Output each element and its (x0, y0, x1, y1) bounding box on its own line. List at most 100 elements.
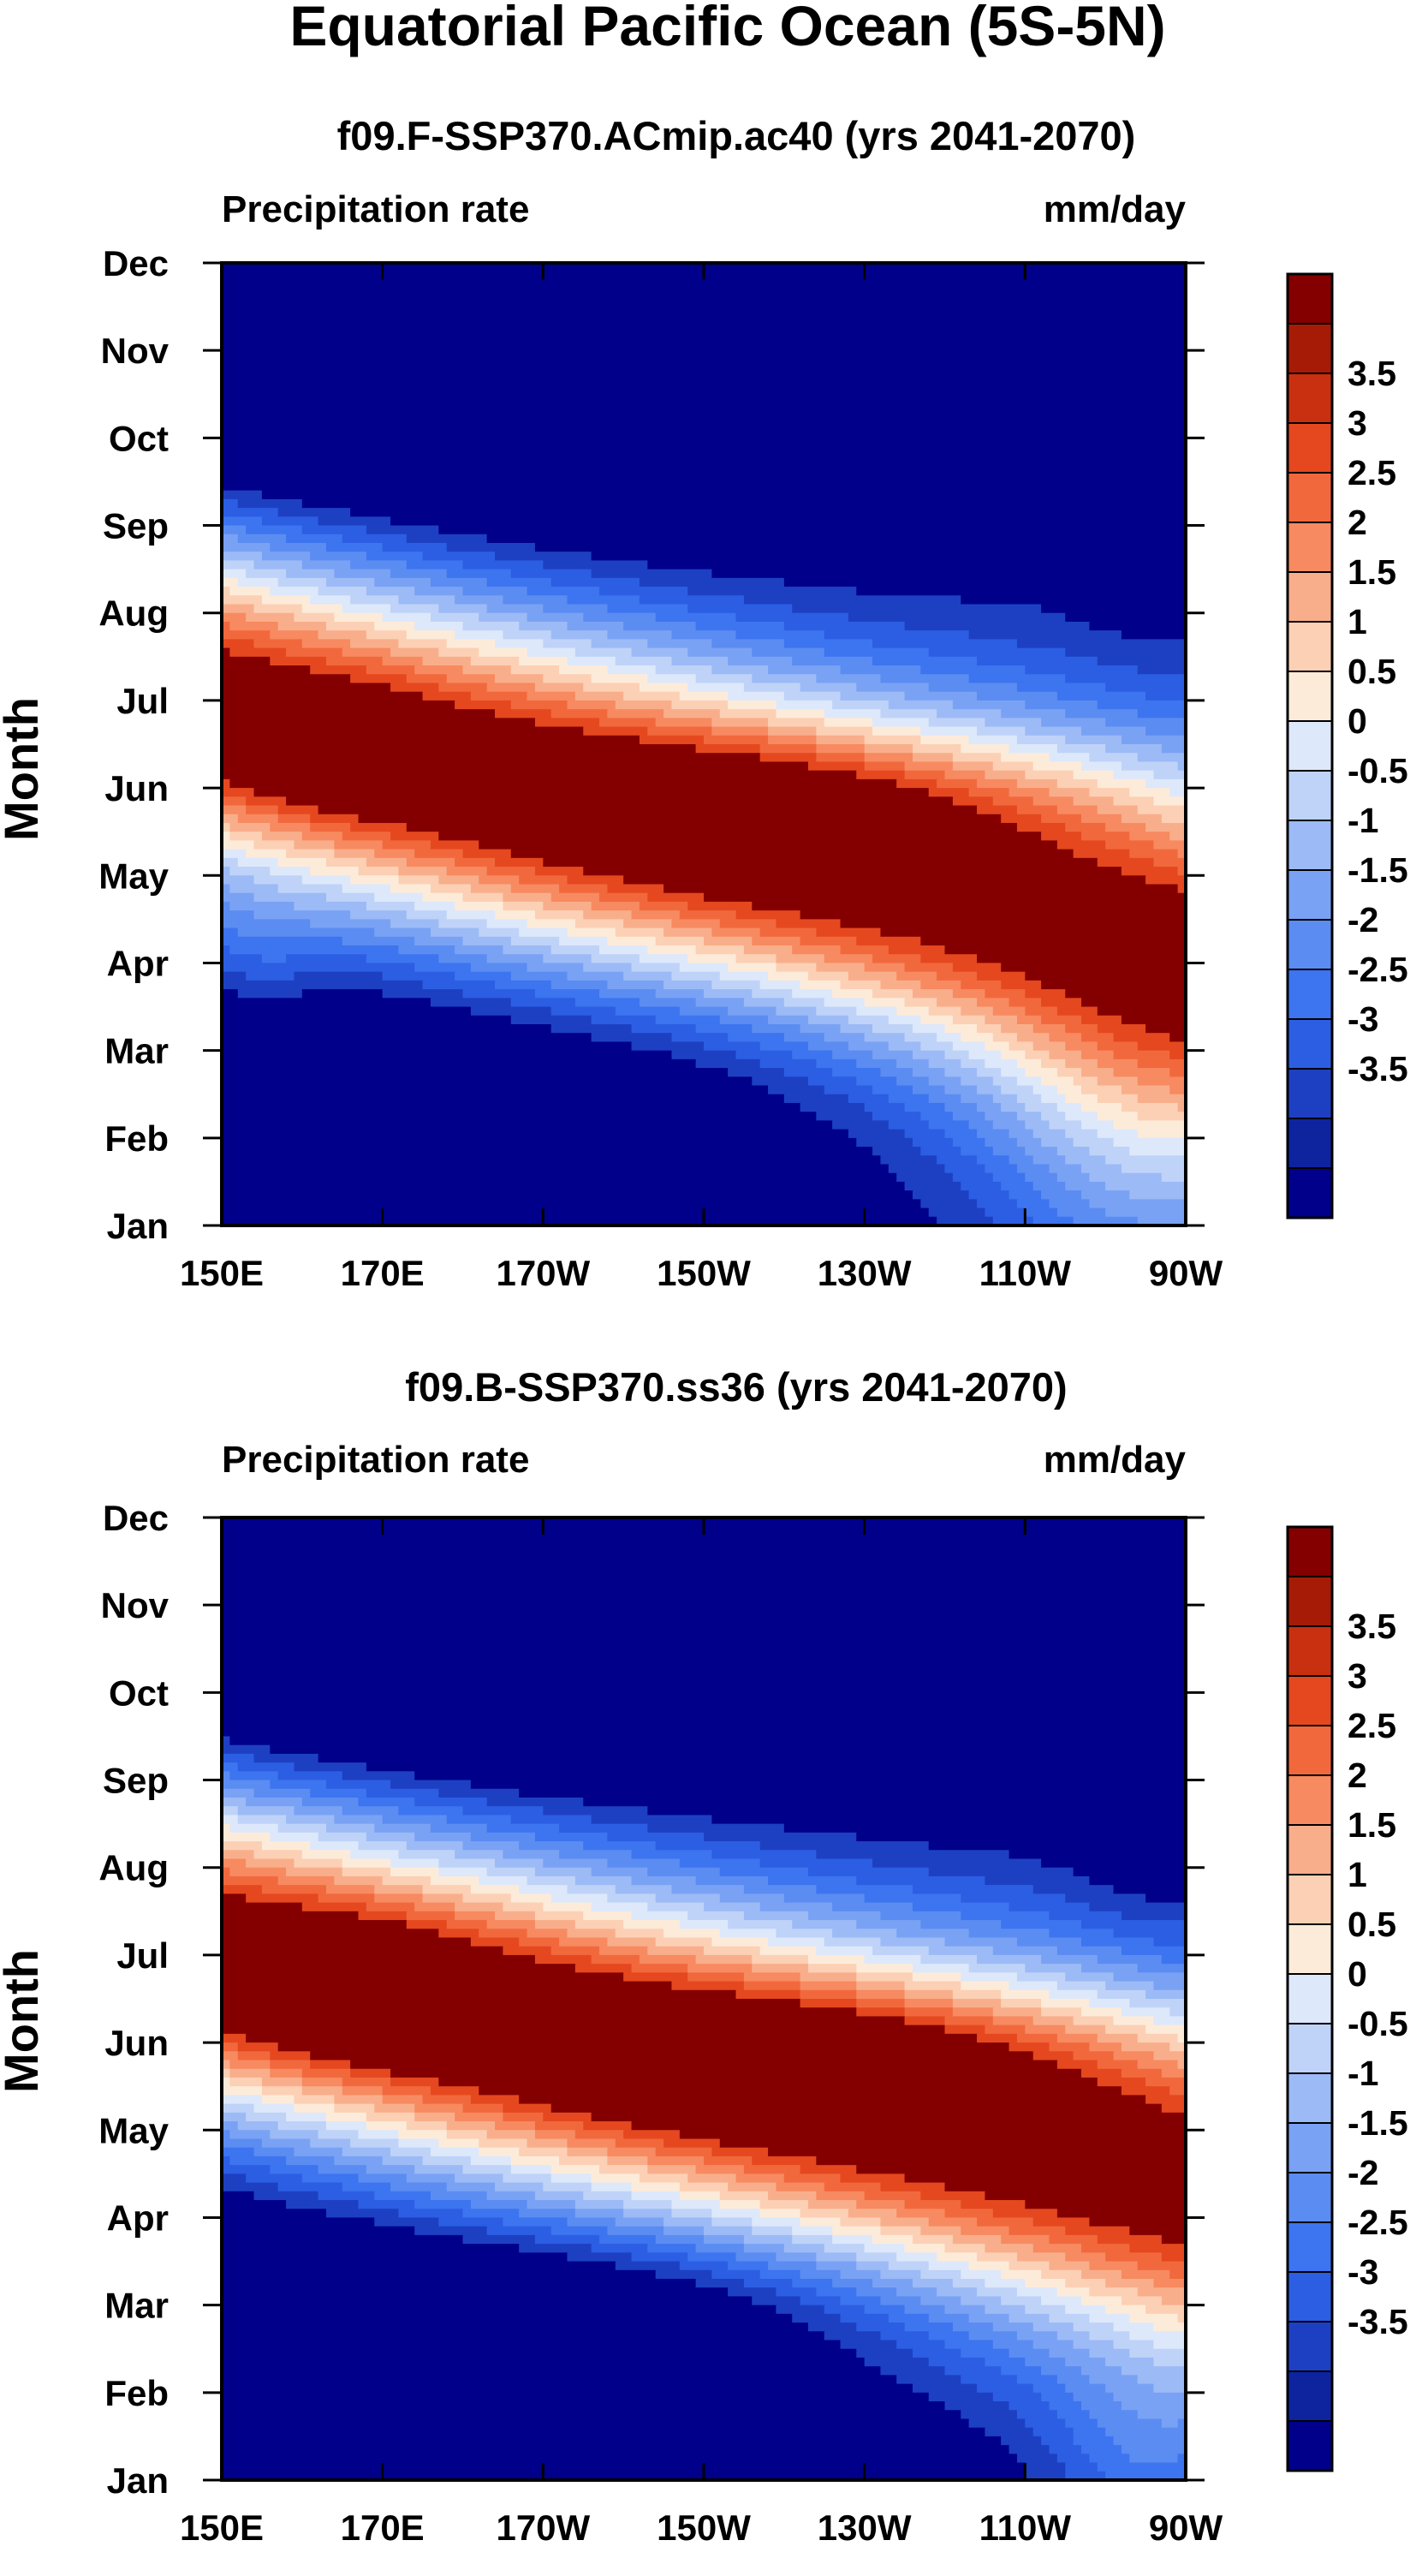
contour-cell (301, 2068, 351, 2078)
contour-cell (711, 1937, 769, 1947)
contour-cell (1025, 1102, 1058, 1112)
contour-cell (455, 1911, 496, 1921)
contour-cell (430, 2191, 488, 2201)
contour-cell (229, 2156, 287, 2166)
contour-cell (495, 2182, 544, 2192)
contour-cell (222, 1640, 1187, 1649)
contour-cell (623, 919, 673, 929)
contour-cell (759, 1058, 817, 1069)
contour-cell (1081, 2068, 1122, 2078)
contour-cell (222, 2331, 825, 2341)
contour-cell (904, 1129, 946, 1139)
contour-cell (920, 980, 961, 990)
contour-cell (1137, 1058, 1187, 1069)
contour-cell (1041, 998, 1082, 1008)
contour-cell (1137, 1041, 1187, 1052)
contour-cell (743, 2244, 785, 2253)
contour-cell (342, 534, 408, 544)
contour-cell (704, 1832, 857, 1842)
contour-cell (222, 1727, 1187, 1738)
contour-cell (776, 2305, 825, 2315)
contour-cell (325, 2209, 400, 2219)
contour-cell (711, 980, 761, 990)
contour-cell (992, 1172, 1026, 1183)
contour-cell (222, 1701, 1187, 1711)
contour-cell (759, 927, 817, 938)
contour-cell (977, 1155, 1010, 1166)
contour-cell (816, 1946, 873, 1956)
contour-cell (301, 1797, 360, 1807)
colorbar-label: 0.5 (1348, 652, 1396, 691)
contour-cell (495, 980, 552, 990)
contour-cell (414, 621, 464, 631)
contour-cell (591, 1954, 640, 1965)
y-tick-label: Aug (98, 593, 169, 634)
contour-cell (776, 963, 817, 973)
contour-cell (961, 2410, 1018, 2420)
contour-cell (222, 2042, 239, 2052)
contour-cell (519, 2147, 568, 2157)
contour-cell (406, 674, 448, 684)
contour-cell (543, 674, 592, 684)
contour-cell (977, 954, 1187, 964)
contour-cell (222, 1058, 697, 1069)
colorbar-swatch (1287, 571, 1333, 623)
contour-cell (1113, 1068, 1170, 1077)
contour-cell (904, 963, 954, 973)
contour-cell (655, 2269, 712, 2280)
contour-cell (318, 2191, 375, 2201)
contour-cell (743, 2278, 793, 2288)
contour-cell (543, 857, 1098, 868)
contour-cell (1145, 2305, 1187, 2315)
contour-cell (222, 639, 255, 649)
contour-cell (222, 1649, 1187, 1659)
contour-cell (470, 1780, 1187, 1790)
contour-cell (358, 867, 400, 876)
contour-cell (398, 639, 448, 649)
contour-cell (550, 1893, 608, 1904)
contour-cell (222, 1709, 1187, 1720)
contour-cell (1009, 1190, 1042, 1200)
contour-cell (704, 1946, 761, 1956)
contour-cell (1041, 718, 1106, 728)
contour-cell (1105, 2357, 1155, 2367)
contour-cell (961, 2226, 1010, 2236)
contour-cell (679, 963, 729, 973)
colorbar-label: -2.5 (1348, 2203, 1408, 2242)
colorbar-swatch (1287, 969, 1333, 1021)
contour-cell (583, 867, 1122, 876)
contour-cell (824, 1033, 866, 1043)
contour-cell (567, 875, 624, 886)
contour-cell (695, 674, 753, 684)
contour-cell (277, 1823, 327, 1834)
contour-cell (310, 867, 360, 876)
contour-cell (687, 1964, 753, 1973)
contour-cell (711, 726, 769, 736)
contour-cell (222, 1112, 817, 1121)
y-tick-label: Dec (103, 1498, 169, 1538)
colorbar-label: 3.5 (1348, 354, 1396, 393)
contour-cell (952, 2234, 1002, 2245)
contour-cell (222, 2200, 287, 2209)
contour-cell (1016, 778, 1058, 789)
contour-cell (374, 849, 415, 859)
contour-cell (1137, 2410, 1187, 2420)
contour-cell (1073, 1137, 1115, 1148)
contour-cell (253, 1753, 319, 1763)
contour-cell (832, 989, 873, 999)
contour-cell (824, 998, 866, 1008)
contour-cell (222, 796, 247, 807)
colorbar-label: 2.5 (1348, 453, 1396, 492)
contour-cell (455, 2112, 504, 2122)
colorbar-frame (1286, 272, 1334, 1219)
contour-cell (912, 1885, 1034, 1894)
contour-cell (695, 945, 745, 955)
contour-cell (261, 595, 311, 605)
contour-cell (1016, 805, 1058, 815)
contour-cell (510, 2165, 552, 2174)
contour-cell (1169, 1050, 1187, 1060)
contour-cell (222, 2024, 946, 2035)
contour-cell (792, 1050, 833, 1060)
contour-cell (1041, 2296, 1082, 2306)
contour-cell (752, 2156, 817, 2166)
